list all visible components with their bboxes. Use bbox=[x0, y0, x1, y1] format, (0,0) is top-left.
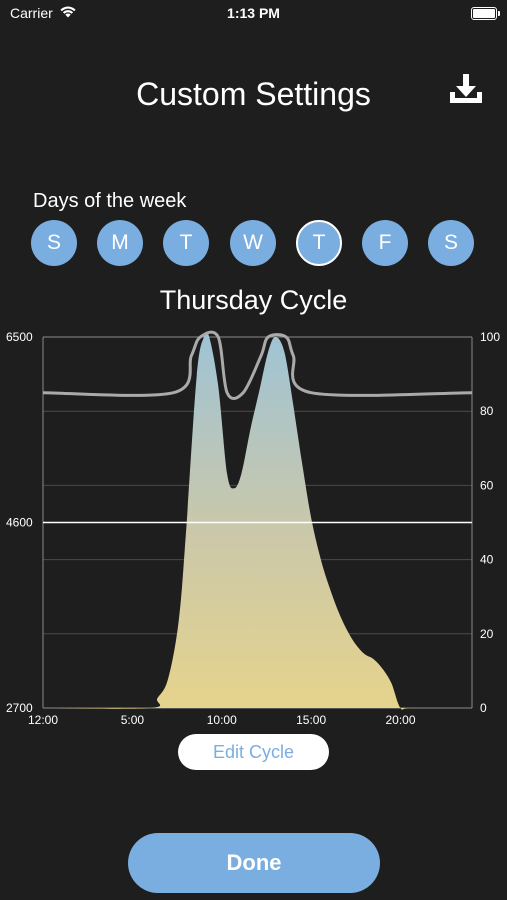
download-button[interactable] bbox=[446, 72, 486, 108]
day-letter: W bbox=[243, 231, 263, 254]
day-button-sunday[interactable]: S bbox=[31, 220, 77, 266]
left-axis-tick-label: 6500 bbox=[6, 330, 33, 344]
day-button-tuesday[interactable]: T bbox=[163, 220, 209, 266]
cycle-chart: 6500 4600 2700 100 80 60 40 20 0 12:00 5:00 10:00 15… bbox=[6, 330, 500, 727]
left-axis-tick-label: 2700 bbox=[6, 701, 33, 715]
status-time: 1:13 PM bbox=[227, 5, 280, 21]
day-button-wednesday[interactable]: W bbox=[230, 220, 276, 266]
day-letter: M bbox=[111, 231, 129, 254]
wifi-icon bbox=[59, 5, 77, 21]
battery-icon bbox=[471, 7, 500, 20]
edit-cycle-button[interactable]: Edit Cycle bbox=[178, 734, 329, 770]
left-axis-tick-label: 4600 bbox=[6, 516, 33, 530]
day-button-friday[interactable]: F bbox=[362, 220, 408, 266]
x-axis-tick-label: 10:00 bbox=[207, 713, 237, 727]
done-button[interactable]: Done bbox=[128, 833, 380, 893]
day-letter: F bbox=[378, 231, 392, 254]
cycle-title: Thursday Cycle bbox=[159, 285, 348, 315]
page-title: Custom Settings bbox=[136, 76, 371, 112]
right-axis-tick-label: 60 bbox=[480, 478, 494, 492]
status-bar: Carrier 1:13 PM bbox=[0, 0, 507, 28]
brightness-line bbox=[42, 330, 473, 400]
chart-axes: 6500 4600 2700 100 80 60 40 20 0 12:00 5:00 10:00 15… bbox=[6, 330, 500, 727]
day-letter: S bbox=[46, 231, 61, 254]
status-left: Carrier bbox=[10, 5, 77, 21]
right-axis-tick-label: 40 bbox=[480, 553, 494, 567]
x-axis-tick-label: 12:00 bbox=[28, 713, 58, 727]
day-button-saturday[interactable]: S bbox=[428, 220, 474, 266]
x-axis-tick-label: 15:00 bbox=[296, 713, 326, 727]
right-axis-tick-label: 80 bbox=[480, 404, 494, 418]
day-letter: S bbox=[443, 231, 458, 254]
x-axis-tick-label: 5:00 bbox=[121, 713, 145, 727]
right-axis-tick-label: 20 bbox=[480, 627, 494, 641]
x-axis-tick-label: 20:00 bbox=[385, 713, 415, 727]
day-button-thursday[interactable]: T bbox=[296, 220, 342, 266]
day-button-monday[interactable]: M bbox=[97, 220, 143, 266]
day-letter: T bbox=[312, 231, 326, 254]
right-axis-tick-label: 100 bbox=[480, 330, 500, 344]
color-temperature-area bbox=[43, 331, 472, 710]
right-axis-tick-label: 0 bbox=[480, 701, 487, 715]
download-icon bbox=[450, 74, 482, 103]
day-letter: T bbox=[179, 231, 193, 254]
carrier-label: Carrier bbox=[10, 5, 53, 21]
days-of-week-label: Days of the week bbox=[33, 190, 187, 212]
